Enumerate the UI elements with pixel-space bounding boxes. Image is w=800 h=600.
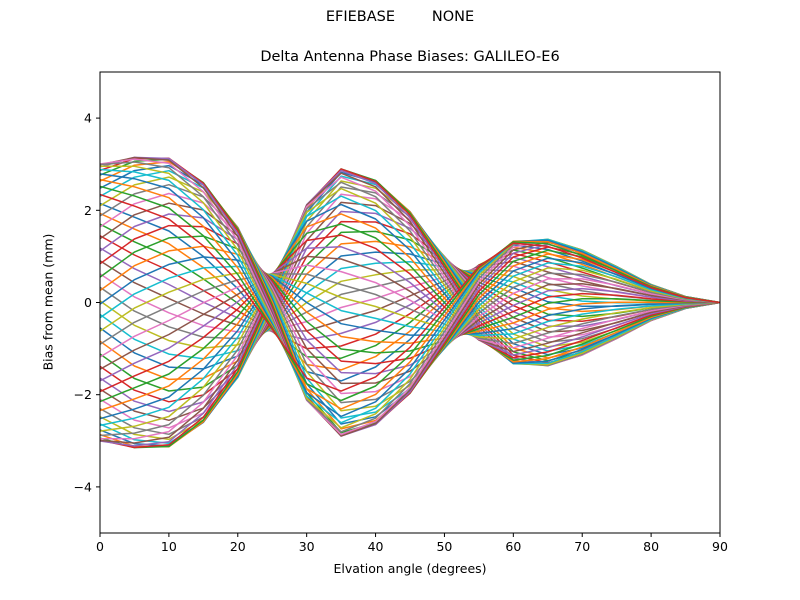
svg-text:−4: −4 bbox=[74, 479, 92, 494]
series-line bbox=[100, 203, 720, 420]
series-line bbox=[100, 246, 720, 382]
svg-text:4: 4 bbox=[84, 111, 92, 126]
svg-text:−2: −2 bbox=[74, 387, 92, 402]
series-line bbox=[100, 168, 720, 424]
series-line bbox=[100, 193, 720, 392]
svg-text:50: 50 bbox=[436, 539, 452, 554]
svg-text:2: 2 bbox=[84, 203, 92, 218]
svg-text:0: 0 bbox=[84, 295, 92, 310]
series-line bbox=[100, 256, 720, 336]
y-axis-ticks: −4 −2 0 2 4 bbox=[74, 111, 100, 494]
series-line bbox=[100, 213, 720, 412]
svg-text:0: 0 bbox=[96, 539, 104, 554]
figure-suptitle: EFIEBASE NONE bbox=[325, 9, 475, 25]
series-line bbox=[100, 234, 720, 393]
svg-text:80: 80 bbox=[643, 539, 659, 554]
series-line bbox=[100, 187, 720, 432]
svg-text:10: 10 bbox=[161, 539, 177, 554]
svg-text:20: 20 bbox=[230, 539, 246, 554]
chart-title: Delta Antenna Phase Biases: GALILEO-E6 bbox=[260, 49, 560, 65]
svg-text:40: 40 bbox=[368, 539, 384, 554]
series-line bbox=[100, 272, 720, 340]
series-line bbox=[100, 265, 720, 337]
series-line bbox=[100, 273, 720, 345]
series-line bbox=[100, 195, 720, 427]
data-lines bbox=[100, 156, 720, 449]
x-axis-ticks: 0 10 20 30 40 50 60 70 80 90 bbox=[96, 533, 728, 554]
series-line bbox=[100, 264, 720, 358]
svg-text:90: 90 bbox=[712, 539, 728, 554]
svg-text:70: 70 bbox=[574, 539, 590, 554]
x-axis-label: Elvation angle (degrees) bbox=[333, 561, 487, 576]
svg-text:30: 30 bbox=[299, 539, 315, 554]
svg-text:60: 60 bbox=[505, 539, 521, 554]
series-line bbox=[100, 178, 720, 410]
series-line bbox=[100, 173, 720, 418]
series-line bbox=[100, 181, 720, 437]
series-line bbox=[100, 255, 720, 370]
series-line bbox=[100, 223, 720, 403]
series-line bbox=[100, 185, 720, 402]
